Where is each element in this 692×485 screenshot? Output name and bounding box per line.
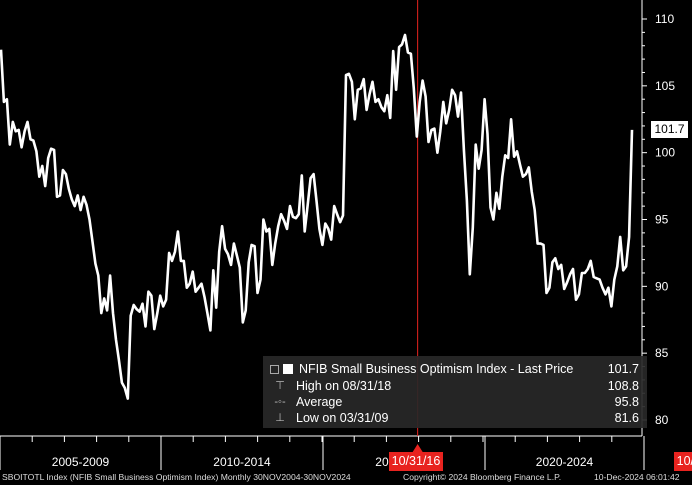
y-tick-label-105: 105	[655, 79, 675, 93]
legend-high-value: 108.8	[607, 378, 639, 393]
series-line-nfib	[0, 33, 634, 400]
y-tick-label-80: 80	[655, 413, 669, 427]
series-swatch	[283, 364, 293, 374]
legend-average-value: 95.8	[614, 394, 639, 409]
legend-row-high: ⊤ High on 08/31/18 108.8	[263, 377, 639, 394]
y-tick-label-100: 100	[655, 146, 675, 160]
footer-copyright: Copyright© 2024 Bloomberg Finance L.P.	[403, 472, 562, 482]
footer-bar: SBOITOTL Index (NFIB Small Business Opti…	[0, 470, 692, 485]
legend-row-low: ⊥ Low on 03/31/09 81.6	[263, 409, 639, 426]
date-flag-end: 10/31/2	[673, 452, 692, 471]
collapse-icon[interactable]	[270, 365, 279, 374]
footer-series-info: SBOITOTL Index (NFIB Small Business Opti…	[2, 472, 351, 482]
legend-title: NFIB Small Business Optimism Index - Las…	[299, 361, 574, 376]
high-marker-icon: ⊤	[275, 380, 285, 392]
y-tick-label-85: 85	[655, 346, 669, 360]
last-price-flag: 101.7	[651, 121, 688, 138]
x-period-label-3: 2020-2024	[536, 455, 594, 469]
low-marker-icon: ⊥	[275, 412, 285, 424]
y-axis: 80 85 90 95 100 105 110	[641, 0, 675, 436]
legend-title-row: NFIB Small Business Optimism Index - Las…	[263, 360, 639, 377]
event-marker-arrow-0	[412, 444, 423, 452]
legend-low-label: Low on 03/31/09	[296, 410, 389, 425]
x-period-label-1: 2010-2014	[213, 455, 271, 469]
footer-timestamp: 10-Dec-2024 06:01:42	[594, 472, 680, 482]
y-tick-label-95: 95	[655, 213, 669, 227]
y-tick-label-110: 110	[655, 12, 674, 26]
x-period-label-0: 2005-2009	[52, 455, 110, 469]
legend-average-label: Average	[296, 394, 343, 409]
legend-high-label: High on 08/31/18	[296, 378, 392, 393]
legend-panel: NFIB Small Business Optimism Index - Las…	[263, 356, 647, 428]
legend-low-value: 81.6	[614, 410, 639, 425]
average-marker-icon: -◦-	[274, 395, 286, 408]
date-flag-start: 10/31/16	[388, 452, 444, 471]
legend-title-value: 101.7	[607, 361, 639, 376]
legend-row-average: -◦- Average 95.8	[263, 393, 639, 410]
y-tick-label-90: 90	[655, 279, 669, 293]
